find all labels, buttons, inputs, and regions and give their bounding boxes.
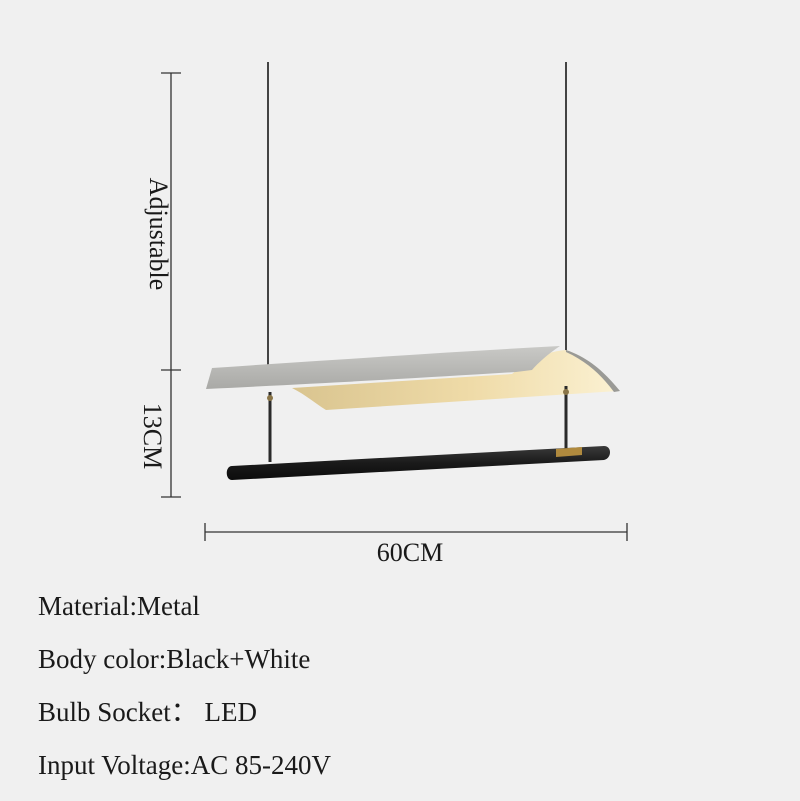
suspension-cables	[267, 62, 567, 372]
height-label: 13CM	[138, 402, 167, 470]
spec-body-color: Body color:Black+White	[38, 644, 311, 674]
light-bar-brass-accent	[556, 447, 582, 457]
light-bar	[226, 446, 610, 480]
spec-bulb-socket: Bulb Socket： LED	[38, 697, 257, 727]
left-connector-cap	[267, 395, 273, 401]
spec-material: Material:Metal	[38, 591, 200, 621]
spec-list: Material:Metal Body color:Black+White Bu…	[38, 589, 331, 801]
lamp-shade	[206, 346, 560, 389]
width-label: 60CM	[376, 538, 444, 567]
shade-right-edge	[566, 350, 620, 392]
right-connector-cap	[563, 389, 569, 395]
vertical-dimension-line	[161, 72, 181, 498]
lamp-illustration	[161, 62, 628, 541]
connector-rods	[268, 386, 568, 462]
horizontal-dimension-line	[204, 523, 628, 541]
spec-input-voltage: Input Voltage:AC 85-240V	[38, 750, 331, 780]
adjustable-label: Adjustable	[144, 177, 173, 291]
